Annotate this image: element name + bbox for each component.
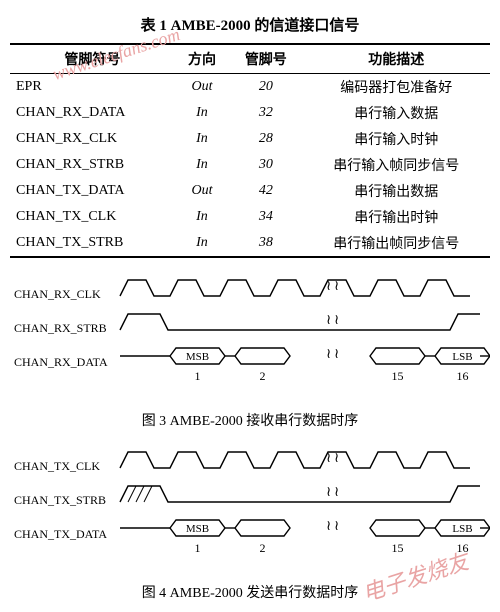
- caption-fig4: 图 4 AMBE-2000 发送串行数据时序: [10, 582, 490, 602]
- table-cell: 串行输入帧同步信号: [303, 152, 491, 178]
- timing-svg-tx: CHAN_TX_CLK CHAN_TX_STRB CHAN_TX_DATA MSB LS…: [10, 446, 490, 576]
- table-title: 表 1 AMBE-2000 的信道接口信号: [10, 14, 490, 35]
- table-cell: In: [175, 230, 229, 257]
- svg-text:≀: ≀: [326, 519, 331, 534]
- svg-text:2: 2: [260, 369, 266, 383]
- timing-diagram-rx: CHAN_RX_CLK CHAN_RX_STRB CHAN_RX_DATA MSB LS…: [10, 274, 490, 430]
- timing-diagram-tx: CHAN_TX_CLK CHAN_TX_STRB CHAN_TX_DATA MSB LS…: [10, 446, 490, 602]
- svg-text:≀: ≀: [334, 485, 339, 500]
- table-cell: CHAN_RX_STRB: [10, 152, 175, 178]
- svg-text:≀: ≀: [326, 313, 331, 328]
- svg-text:MSB: MSB: [186, 351, 209, 363]
- svg-text:≀: ≀: [334, 313, 339, 328]
- svg-text:≀: ≀: [326, 485, 331, 500]
- table-cell: 30: [229, 152, 302, 178]
- table-cell: CHAN_RX_CLK: [10, 126, 175, 152]
- table-cell: 32: [229, 100, 302, 126]
- signal-table: 管脚符号 方向 管脚号 功能描述 EPROut20编码器打包准备好CHAN_RX…: [10, 43, 490, 258]
- svg-text:CHAN_TX_STRB: CHAN_TX_STRB: [14, 493, 106, 507]
- svg-text:LSB: LSB: [452, 523, 472, 535]
- table-cell: 串行输入数据: [303, 100, 491, 126]
- table-cell: 34: [229, 204, 302, 230]
- svg-text:≀: ≀: [334, 519, 339, 534]
- svg-text:≀: ≀: [334, 451, 339, 466]
- col-pin-symbol: 管脚符号: [10, 44, 175, 74]
- table-row: CHAN_TX_DATAOut42串行输出数据: [10, 178, 490, 204]
- svg-text:≀: ≀: [334, 347, 339, 362]
- timing-svg-rx: CHAN_RX_CLK CHAN_RX_STRB CHAN_RX_DATA MSB LS…: [10, 274, 490, 404]
- col-description: 功能描述: [303, 44, 491, 74]
- table-row: CHAN_TX_CLKIn34串行输出时钟: [10, 204, 490, 230]
- table-cell: 串行输出数据: [303, 178, 491, 204]
- svg-text:16: 16: [457, 541, 469, 555]
- table-cell: In: [175, 100, 229, 126]
- svg-text:15: 15: [392, 541, 404, 555]
- svg-text:≀: ≀: [334, 279, 339, 294]
- table-cell: CHAN_TX_STRB: [10, 230, 175, 257]
- table-cell: 42: [229, 178, 302, 204]
- table-row: CHAN_RX_CLKIn28串行输入时钟: [10, 126, 490, 152]
- svg-text:2: 2: [260, 541, 266, 555]
- svg-text:15: 15: [392, 369, 404, 383]
- svg-text:LSB: LSB: [452, 351, 472, 363]
- table-cell: 串行输入时钟: [303, 126, 491, 152]
- caption-fig3: 图 3 AMBE-2000 接收串行数据时序: [10, 410, 490, 430]
- table-cell: 串行输出时钟: [303, 204, 491, 230]
- table-cell: In: [175, 204, 229, 230]
- table-cell: CHAN_TX_DATA: [10, 178, 175, 204]
- svg-text:≀: ≀: [326, 347, 331, 362]
- table-row: CHAN_TX_STRBIn38串行输出帧同步信号: [10, 230, 490, 257]
- svg-text:16: 16: [457, 369, 469, 383]
- col-pin-number: 管脚号: [229, 44, 302, 74]
- table-cell: In: [175, 152, 229, 178]
- table-cell: CHAN_RX_DATA: [10, 100, 175, 126]
- table-cell: 20: [229, 74, 302, 101]
- table-cell: 28: [229, 126, 302, 152]
- svg-text:≀: ≀: [326, 279, 331, 294]
- table-cell: 38: [229, 230, 302, 257]
- svg-text:MSB: MSB: [186, 523, 209, 535]
- table-cell: In: [175, 126, 229, 152]
- table-row: EPROut20编码器打包准备好: [10, 74, 490, 101]
- table-cell: Out: [175, 178, 229, 204]
- svg-text:CHAN_RX_DATA: CHAN_RX_DATA: [14, 355, 108, 369]
- svg-text:CHAN_TX_CLK: CHAN_TX_CLK: [14, 459, 100, 473]
- table-row: CHAN_RX_DATAIn32串行输入数据: [10, 100, 490, 126]
- svg-text:CHAN_TX_DATA: CHAN_TX_DATA: [14, 527, 107, 541]
- svg-text:CHAN_RX_STRB: CHAN_RX_STRB: [14, 321, 107, 335]
- col-direction: 方向: [175, 44, 229, 74]
- table-cell: CHAN_TX_CLK: [10, 204, 175, 230]
- svg-text:1: 1: [195, 369, 201, 383]
- svg-text:1: 1: [195, 541, 201, 555]
- table-row: CHAN_RX_STRBIn30串行输入帧同步信号: [10, 152, 490, 178]
- table-cell: Out: [175, 74, 229, 101]
- table-cell: 串行输出帧同步信号: [303, 230, 491, 257]
- svg-text:≀: ≀: [326, 451, 331, 466]
- table-cell: EPR: [10, 74, 175, 101]
- svg-text:CHAN_RX_CLK: CHAN_RX_CLK: [14, 287, 101, 301]
- table-cell: 编码器打包准备好: [303, 74, 491, 101]
